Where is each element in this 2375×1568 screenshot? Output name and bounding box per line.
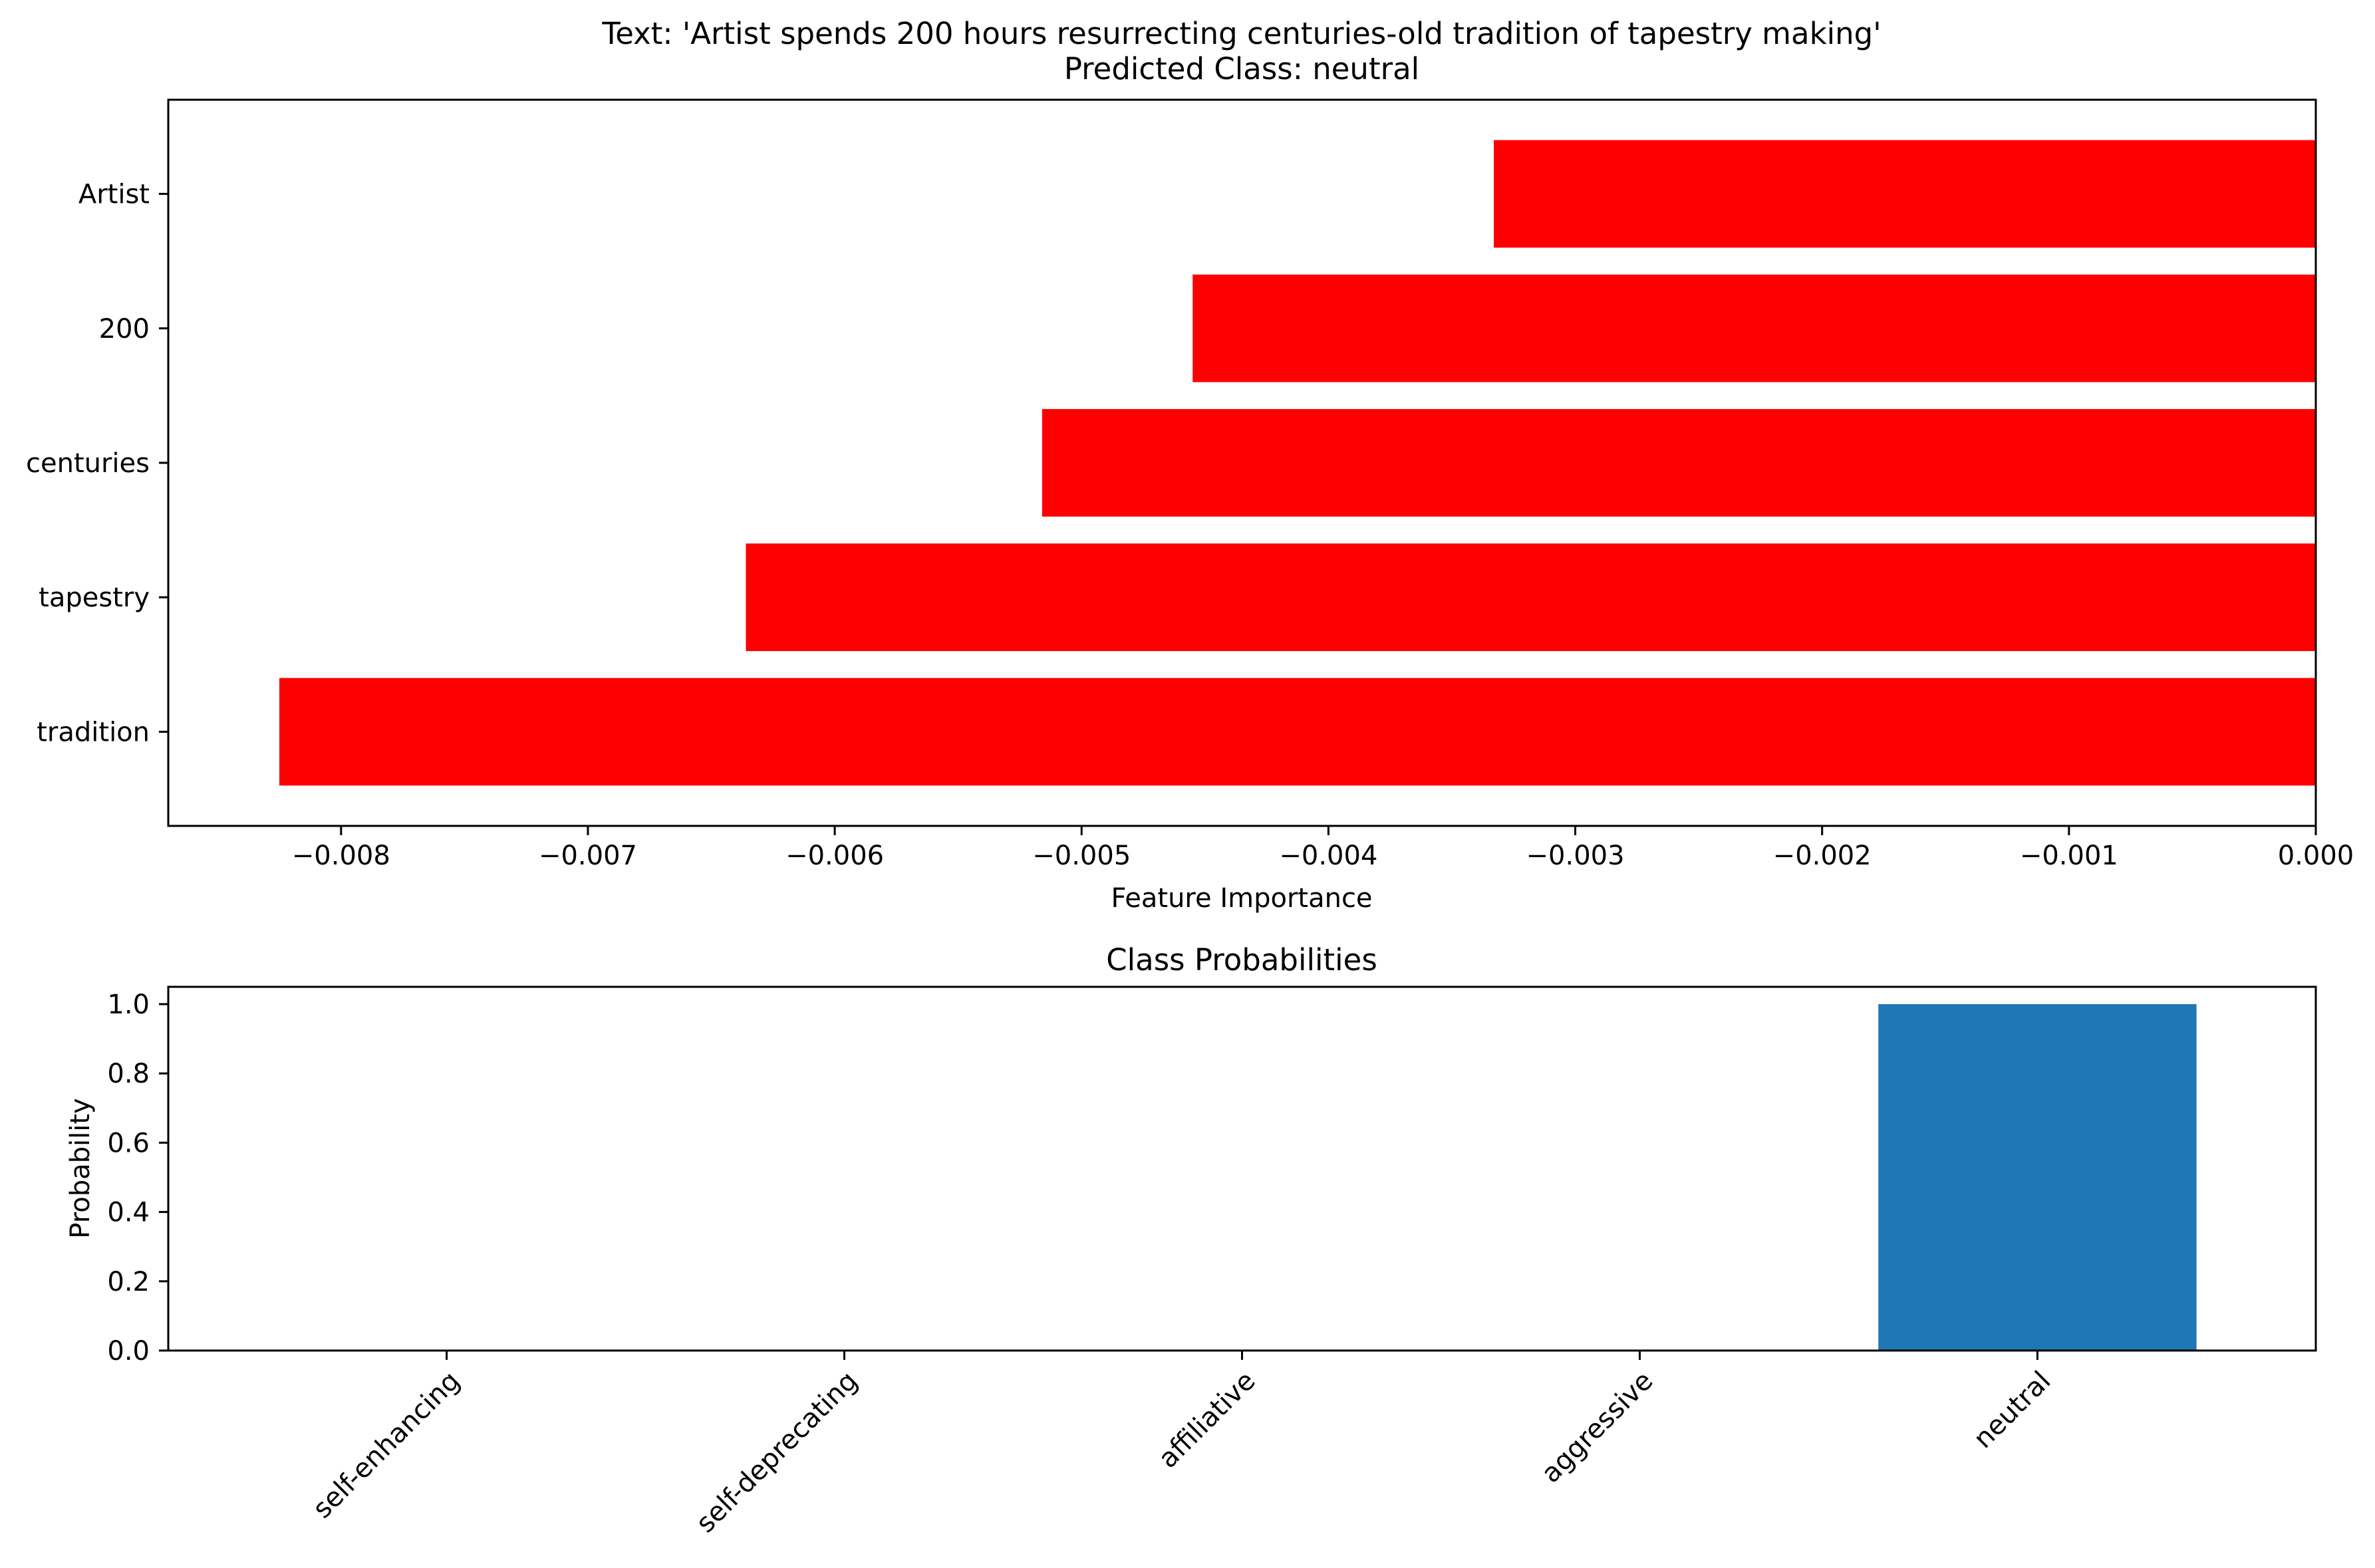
- chart2-title: Class Probabilities: [1106, 942, 1377, 978]
- prob-y-tick-label-3: 0.6: [107, 1128, 150, 1158]
- chart2-y-ticks: 0.0 0.2 0.4 0.6 0.8 1.0: [107, 989, 168, 1367]
- y-tick-label-3: tapestry: [39, 583, 150, 613]
- chart1-title-line-1: Text: 'Artist spends 200 hours resurrect…: [601, 16, 1881, 51]
- y-tick-label-4: tradition: [37, 717, 150, 747]
- x-tick-label-2: −0.006: [785, 841, 884, 871]
- feature-bar-4: [279, 678, 2316, 786]
- x-tick-label-4: −0.004: [1279, 841, 1377, 871]
- y-tick-label-0: Artist: [78, 180, 150, 210]
- feature-bar-0: [1494, 140, 2316, 248]
- x-tick-label-5: −0.003: [1526, 841, 1625, 871]
- chart1-axes-frame: [167, 98, 2317, 827]
- x-tick-label-8: 0.000: [2278, 841, 2354, 871]
- chart1-y-ticks: Artist 200 centuries tapestry tradition: [26, 180, 168, 747]
- chart2-y-axis-label: Probability: [65, 1098, 96, 1238]
- x-tick-label-0: −0.008: [292, 841, 390, 871]
- feature-bar-2: [1042, 409, 2316, 517]
- y-tick-label-1: 200: [99, 314, 150, 344]
- prob-y-tick-label-4: 0.8: [107, 1059, 150, 1089]
- chart2-axes-frame: [167, 985, 2317, 1352]
- prob-y-tick-label-2: 0.4: [107, 1198, 150, 1228]
- chart1-title-line-2: Predicted Class: neutral: [1064, 51, 1419, 86]
- x-tick-label-3: −0.005: [1032, 841, 1131, 871]
- feature-bar-3: [746, 543, 2316, 652]
- feature-bar-1: [1192, 274, 2316, 382]
- chart1-bars: [279, 140, 2316, 786]
- chart2-bars: [1878, 1004, 2197, 1351]
- chart1-x-axis-label: Feature Importance: [1111, 883, 1372, 914]
- y-tick-label-2: centuries: [26, 448, 150, 479]
- prob-y-tick-label-5: 1.0: [107, 989, 150, 1020]
- prob-y-tick-label-1: 0.2: [107, 1267, 150, 1297]
- prob-y-tick-label-0: 0.0: [107, 1336, 150, 1367]
- probability-bar-4: [1878, 1004, 2197, 1351]
- feature-importance-chart: Text: 'Artist spends 200 hours resurrect…: [26, 16, 2354, 914]
- chart1-x-ticks: −0.008 −0.007 −0.006 −0.005 −0.004 −0.003 −0.0…: [292, 826, 2354, 871]
- x-tick-label-7: −0.001: [2020, 841, 2118, 871]
- x-tick-label-6: −0.002: [1773, 841, 1872, 871]
- x-tick-label-1: −0.007: [539, 841, 637, 871]
